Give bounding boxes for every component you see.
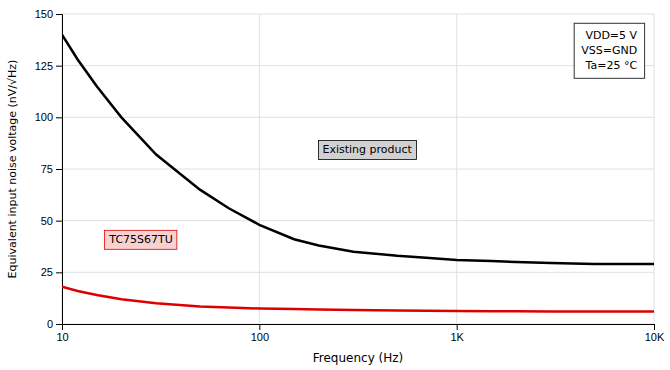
- tick-label: 0: [47, 318, 53, 330]
- series-labels: Existing product TC75S67TU: [104, 140, 416, 249]
- tick: 50: [41, 215, 62, 227]
- grid-line: [62, 220, 654, 221]
- tick-label: 75: [41, 163, 53, 175]
- series-label: Existing product: [318, 140, 416, 159]
- label-box: [318, 140, 416, 159]
- grid-line: [62, 117, 654, 118]
- tick-label: 150: [35, 8, 53, 20]
- axis-line: [63, 325, 655, 331]
- tick-label: 10K: [645, 331, 665, 343]
- tick-mark: [56, 14, 62, 15]
- tick-label: 100: [251, 331, 269, 343]
- tick: 125: [35, 60, 62, 72]
- annotation-box: [574, 23, 644, 78]
- tick-label: 25: [41, 266, 53, 278]
- tick: 75: [41, 163, 62, 175]
- plot: 10 100 1K 10K 0 25 50 75 100 125 150 Existing produ…: [35, 8, 665, 343]
- tick-label: 100: [35, 111, 53, 123]
- tick: 1K: [450, 324, 464, 343]
- grid-line: [62, 14, 654, 15]
- axis-line: [56, 15, 63, 325]
- label-box-fill: [104, 230, 177, 249]
- y-axis-title: Equivalent input noise voltage (nV/√Hz): [6, 60, 19, 279]
- lines: [62, 35, 654, 312]
- tick: 100: [251, 324, 269, 343]
- grid-line: [62, 272, 654, 273]
- label-box: [104, 230, 177, 249]
- series-line: [62, 35, 654, 264]
- label-box-fill: [318, 140, 416, 159]
- tick-label: 1K: [450, 331, 464, 343]
- tick-label: 50: [41, 215, 53, 227]
- tick-mark: [56, 117, 62, 118]
- annotation-text: Ta=25 °C: [585, 59, 638, 72]
- grid-line: [62, 169, 654, 170]
- tick: 25: [41, 266, 62, 278]
- series-label: TC75S67TU: [104, 230, 177, 249]
- tick-mark: [259, 324, 260, 330]
- tick: 100: [35, 111, 62, 123]
- tick-label: 125: [35, 60, 53, 72]
- tick: 10: [56, 324, 68, 343]
- x-axis: 10 100 1K 10K: [56, 324, 665, 343]
- series-line: [62, 287, 654, 312]
- tick: 10K: [645, 324, 665, 343]
- series-label-text: Existing product: [322, 143, 412, 156]
- tick-mark: [56, 324, 62, 325]
- annotation-text: VSS=GND: [581, 44, 637, 57]
- grid: [62, 14, 654, 324]
- tick-mark: [56, 169, 62, 170]
- tick: 0: [47, 318, 62, 330]
- series-label-text: TC75S67TU: [108, 233, 173, 246]
- x-axis-title: Frequency (Hz): [313, 351, 404, 365]
- tick-mark: [654, 324, 655, 330]
- annotation-text: VDD=5 V: [585, 29, 637, 42]
- tick-mark: [56, 221, 62, 222]
- tick-label: 10: [56, 331, 68, 343]
- tick-mark: [56, 272, 62, 273]
- grid-line: [62, 65, 654, 66]
- annotation: VDD=5 V VSS=GND Ta=25 °C: [574, 23, 644, 78]
- tick: 150: [35, 8, 62, 20]
- chart: 10 100 1K 10K 0 25 50 75 100 125 150 Existing produ…: [0, 0, 670, 370]
- tick-mark: [457, 324, 458, 330]
- tick-mark: [56, 66, 62, 67]
- y-axis: 0 25 50 75 100 125 150: [35, 8, 63, 330]
